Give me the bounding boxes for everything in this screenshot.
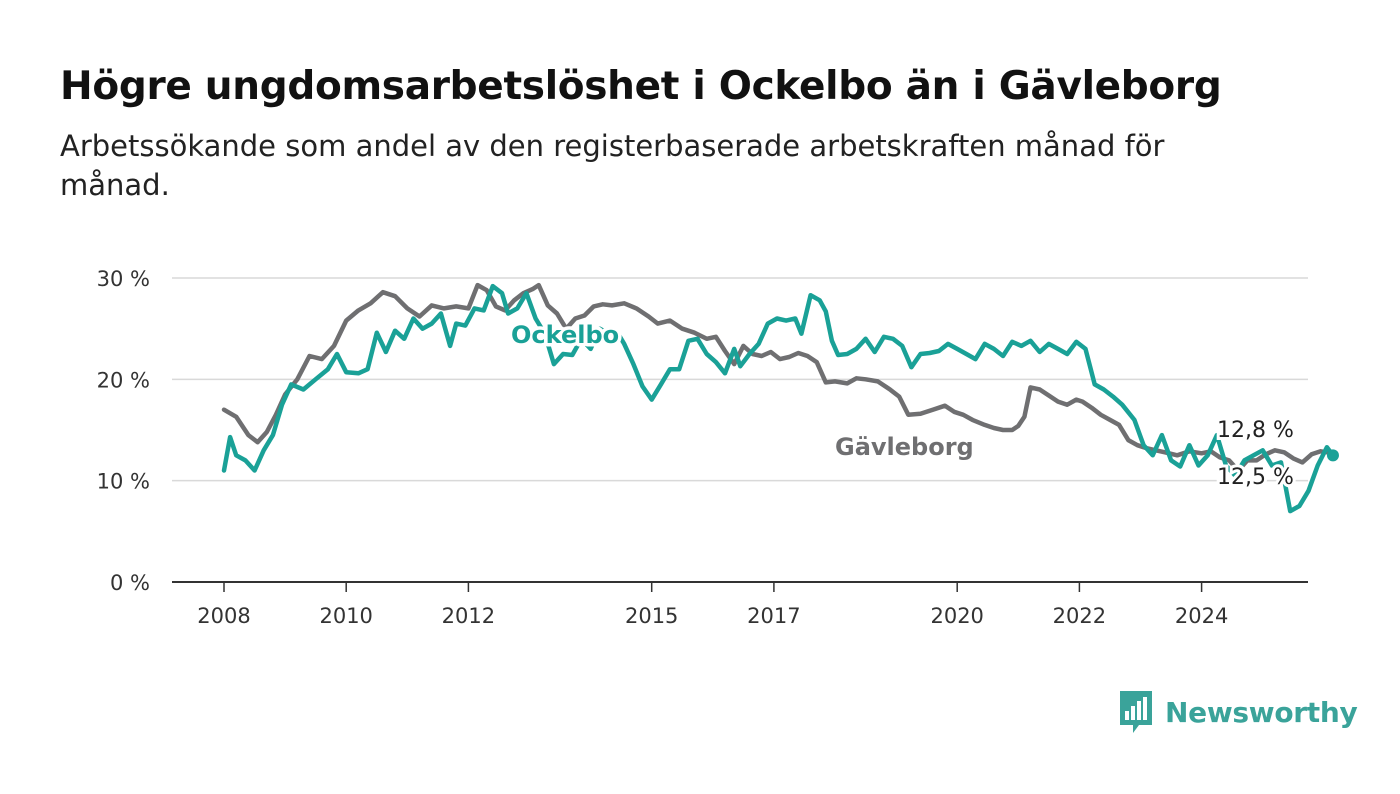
series-lines	[221, 282, 1336, 514]
end-point-ockelbo	[1326, 449, 1339, 462]
series-label-gavleborg: Gävleborg	[835, 433, 974, 461]
x-tick-label: 2017	[747, 604, 800, 628]
series-labels: Ockelbo Gävleborg 12,8 % 12,5 %	[508, 318, 1339, 493]
x-tick-label: 2015	[625, 604, 678, 628]
x-tick-label: 2020	[930, 604, 983, 628]
x-tick-label: 2024	[1175, 604, 1228, 628]
series-label-ockelbo: Ockelbo	[511, 321, 619, 349]
end-label-ockelbo: 12,5 %	[1217, 465, 1294, 490]
y-tick-label: 0 %	[110, 571, 150, 595]
y-tick-label: 30 %	[97, 267, 150, 291]
brand-name: Newsworthy	[1165, 695, 1358, 729]
end-label-gavleborg: 12,8 %	[1217, 418, 1294, 443]
y-tick-label: 20 %	[97, 368, 150, 392]
series-line-gavleborg	[221, 282, 1336, 473]
x-tick-label: 2010	[319, 604, 372, 628]
chart-subtitle: Arbetssökande som andel av den registerb…	[60, 129, 1165, 202]
series-line-ockelbo	[221, 283, 1336, 514]
x-tick-label: 2008	[197, 604, 250, 628]
newsworthy-logo: Newsworthy	[1117, 688, 1358, 736]
newsworthy-chart-icon	[1120, 691, 1152, 733]
x-tick-label: 2012	[442, 604, 495, 628]
x-axis: 2008 2010 2012 2015 2017 2020 2022 2024	[172, 581, 1308, 628]
chart-title: Högre ungdomsarbetslöshet i Ockelbo än i…	[60, 64, 1222, 109]
y-axis-ticks: 0 % 10 % 20 % 30 %	[97, 267, 150, 595]
x-tick-label: 2022	[1053, 604, 1106, 628]
y-tick-label: 10 %	[97, 470, 150, 494]
gridlines	[172, 277, 1308, 482]
